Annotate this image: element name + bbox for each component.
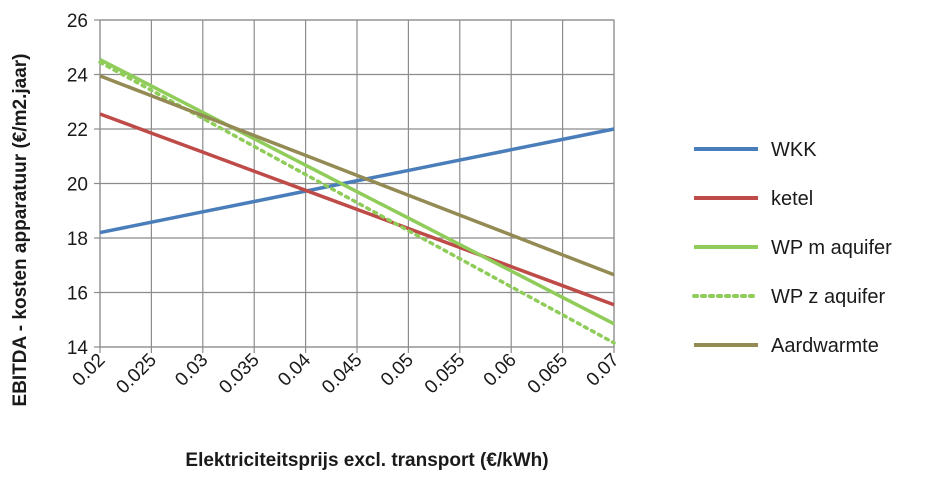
plot-frame: [99, 19, 615, 348]
x-tick-label: 0.035: [215, 350, 263, 398]
y-tick-label: 26: [67, 11, 88, 32]
legend-label: WKK: [771, 139, 817, 161]
y-tick-label: 22: [67, 120, 88, 141]
y-tick-label: 18: [67, 229, 88, 250]
x-tick-label: 0.03: [171, 350, 212, 391]
series-line-ketel: [99, 112, 615, 307]
series-line-wkk: [99, 127, 615, 235]
x-tick-label: 0.025: [112, 350, 160, 398]
y-tick-label: 24: [67, 66, 89, 87]
x-tick-label: 0.055: [421, 350, 469, 398]
y-axis-title: EBITDA - kosten apparatuur (€/m2.jaar): [10, 54, 31, 407]
y-axis-ticks: 14 16 18 20 22 24 26: [67, 11, 89, 359]
x-tick-label: 0.05: [377, 350, 418, 391]
legend: WKK ketel WP m aquifer WP z aquifer Aardwarm…: [692, 139, 892, 357]
grid-lines: [94, 19, 615, 353]
legend-label: Aardwarmte: [771, 335, 879, 357]
series-line-wp-m-aquifer: [99, 57, 615, 326]
x-tick-label: 0.065: [524, 350, 572, 398]
legend-label: WP z aquifer: [771, 286, 885, 308]
y-tick-label: 16: [67, 284, 88, 305]
series-lines: [98, 57, 616, 345]
y-tick-label: 20: [67, 175, 88, 196]
x-axis-ticks: 0.02 0.025 0.03 0.035 0.04 0.045 0.05 0.055 0.06…: [69, 349, 624, 398]
y-tick-label: 14: [67, 338, 89, 359]
legend-label: WP m aquifer: [771, 237, 892, 259]
legend-label: ketel: [771, 188, 813, 210]
x-tick-label: 0.045: [318, 350, 366, 398]
x-tick-label: 0.06: [480, 350, 521, 391]
x-axis-title: Elektriciteitsprijs excl. transport (€/k…: [185, 450, 548, 471]
x-tick-label: 0.04: [274, 349, 315, 390]
series-line-aardwarmte: [99, 74, 615, 277]
x-tick-label: 0.07: [583, 350, 624, 391]
